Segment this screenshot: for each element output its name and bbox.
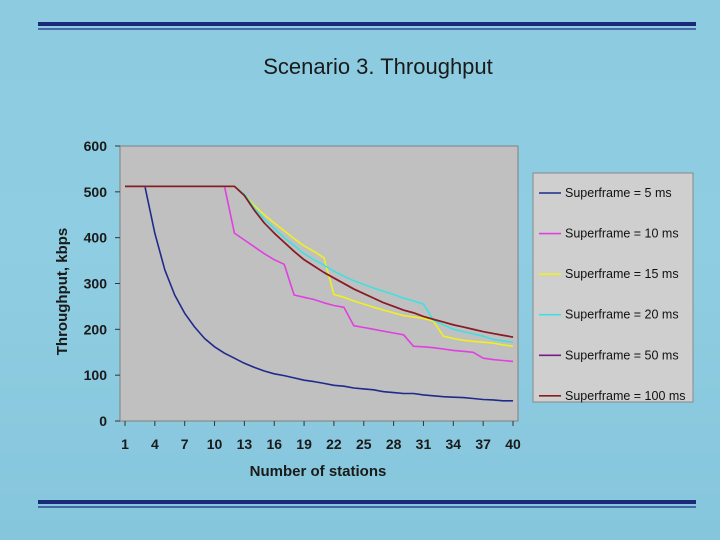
slide-title: Scenario 3. Throughput	[263, 54, 493, 79]
top-accent-bar	[38, 22, 696, 26]
x-tick-label: 7	[181, 436, 189, 452]
y-tick-label: 500	[84, 184, 108, 200]
x-tick-label: 13	[237, 436, 253, 452]
y-tick-label: 600	[84, 138, 108, 154]
legend-label: Superframe = 10 ms	[565, 227, 679, 241]
legend-label: Superframe = 5 ms	[565, 186, 672, 200]
x-tick-label: 37	[475, 436, 491, 452]
bottom-accent-bar	[38, 500, 696, 504]
series-line	[125, 185, 514, 338]
x-tick-label: 22	[326, 436, 342, 452]
x-tick-label: 10	[207, 436, 223, 452]
y-tick-label: 300	[84, 276, 108, 292]
legend-box	[532, 172, 694, 403]
x-tick-label: 4	[151, 436, 159, 452]
x-tick-label: 1	[121, 436, 129, 452]
legend-label: Superframe = 15 ms	[565, 267, 679, 281]
y-axis-title: Throughput, kbps	[54, 228, 71, 355]
y-tick-label: 0	[99, 413, 107, 429]
y-tick-label: 200	[84, 321, 108, 337]
series-line	[125, 185, 513, 402]
x-tick-label: 40	[505, 436, 521, 452]
legend-label: Superframe = 20 ms	[565, 308, 679, 322]
x-tick-label: 31	[416, 436, 432, 452]
x-tick-label: 16	[266, 436, 282, 452]
top-accent-line	[38, 28, 696, 30]
x-tick-label: 28	[386, 436, 402, 452]
bottom-accent-line	[38, 506, 696, 508]
legend-label: Superframe = 100 ms	[565, 389, 686, 403]
x-axis-title: Number of stations	[250, 463, 387, 480]
x-tick-label: 19	[296, 436, 312, 452]
y-tick-label: 400	[84, 230, 108, 246]
legend-label: Superframe = 50 ms	[565, 348, 679, 362]
y-tick-label: 100	[84, 367, 108, 383]
x-tick-label: 25	[356, 436, 372, 452]
x-tick-label: 34	[446, 436, 462, 452]
plot-area	[119, 145, 519, 422]
